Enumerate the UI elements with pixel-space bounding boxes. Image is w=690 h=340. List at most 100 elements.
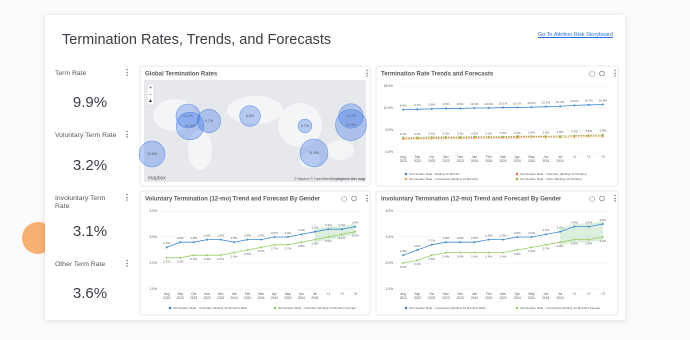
kebab[interactable]: ⋮ bbox=[123, 68, 131, 77]
zoom-button[interactable]: − bbox=[149, 93, 153, 99]
legend-swatch bbox=[273, 306, 277, 310]
kpi-value: 9.9% bbox=[72, 94, 108, 111]
x-tick-label: Feb 2024 bbox=[485, 292, 492, 300]
map-bubble bbox=[297, 118, 313, 134]
kebab[interactable]: ⋮ bbox=[123, 259, 131, 268]
data-point bbox=[473, 135, 476, 138]
data-point bbox=[416, 108, 419, 111]
legend-swatch bbox=[515, 177, 519, 181]
land bbox=[227, 96, 283, 124]
x-tick-part: Dec bbox=[218, 292, 224, 296]
data-point bbox=[430, 136, 433, 139]
data-label: 2.8% bbox=[190, 236, 197, 240]
x-tick-part: 2023 bbox=[442, 296, 449, 300]
data-label: 10.4% bbox=[556, 100, 565, 104]
data-point bbox=[516, 136, 519, 139]
kebab[interactable]: ⋮ bbox=[611, 69, 619, 78]
map-improve[interactable]: Improve this map bbox=[337, 177, 365, 181]
legend-label[interactable]: Termination Rate - Rolling 12 Months bbox=[409, 172, 460, 176]
x-tick-part: Jul bbox=[313, 292, 317, 296]
kebab[interactable]: ⋮ bbox=[123, 130, 131, 139]
data-label: 3.8% bbox=[585, 129, 592, 133]
bulb-icon[interactable] bbox=[599, 70, 605, 77]
x-tick-label: May 2024 bbox=[528, 155, 535, 163]
data-label: 2.9% bbox=[217, 233, 224, 237]
bulb-icon[interactable] bbox=[599, 195, 605, 202]
data-point bbox=[286, 243, 289, 246]
data-point bbox=[416, 136, 419, 139]
x-tick-part: Mar bbox=[500, 292, 506, 296]
data-point bbox=[601, 236, 604, 238]
info-icon[interactable] bbox=[341, 196, 347, 202]
data-point bbox=[233, 251, 236, 254]
x-tick-label: Dec 2023 bbox=[457, 155, 464, 163]
legend-label[interactable]: Termination Rate - Other (Rolling 12 Mon… bbox=[520, 177, 582, 181]
data-label: 10.0% bbox=[484, 102, 493, 106]
data-label: 2.3% bbox=[400, 249, 407, 253]
bulb-icon[interactable] bbox=[351, 195, 357, 202]
x-tick-part: 2023 bbox=[414, 296, 421, 300]
data-label: 3.5% bbox=[528, 130, 535, 134]
info-icon[interactable] bbox=[589, 71, 595, 77]
land bbox=[326, 140, 354, 160]
y-tick-label: 0.0% bbox=[385, 150, 393, 154]
data-label: 2.8% bbox=[177, 236, 184, 240]
x-tick-part: 2024 bbox=[471, 159, 478, 163]
x-tick-label: +2 bbox=[340, 292, 344, 296]
data-label: 2.6% bbox=[163, 241, 170, 245]
legend-label[interactable]: Termination Rate - Voluntary (Rolling 12… bbox=[173, 306, 248, 310]
data-label: 2.9% bbox=[204, 233, 211, 237]
legend-label[interactable]: Termination Rate - Involuntary (Rolling … bbox=[520, 306, 600, 310]
legend-label[interactable]: Termination Rate - Voluntary (Rolling 12… bbox=[520, 172, 587, 176]
data-point bbox=[192, 254, 195, 257]
x-tick-part: Oct bbox=[429, 155, 434, 159]
data-label: 9.6% bbox=[400, 104, 407, 108]
data-point bbox=[273, 243, 276, 246]
storyboard-link[interactable]: Go To Attrition Risk Storyboard bbox=[537, 32, 613, 38]
legend-swatch bbox=[404, 306, 408, 310]
x-tick-part: 2024 bbox=[485, 296, 492, 300]
data-point bbox=[416, 259, 419, 262]
data-point bbox=[206, 238, 209, 241]
data-label: 3.2% bbox=[557, 226, 564, 230]
x-tick-label: +3 bbox=[601, 155, 605, 159]
x-tick-part: Dec bbox=[457, 155, 463, 159]
kebab[interactable]: ⋮ bbox=[363, 194, 371, 203]
data-label: 3.1% bbox=[338, 236, 345, 240]
data-label: 3.2% bbox=[428, 132, 435, 136]
data-point bbox=[587, 238, 590, 241]
legend-label[interactable]: Termination Rate - Voluntary (Rolling 12… bbox=[278, 306, 356, 310]
zoom-button[interactable]: + bbox=[149, 86, 153, 92]
x-tick-part: 2024 bbox=[557, 296, 564, 300]
map-bubble bbox=[299, 138, 329, 168]
legend-label[interactable]: Termination Rate - Involuntary (Rolling … bbox=[409, 306, 486, 310]
data-label: 2.9% bbox=[244, 233, 251, 237]
x-tick-part: 2023 bbox=[428, 159, 435, 163]
kebab[interactable]: ⋮ bbox=[611, 194, 619, 203]
x-tick-part: Oct bbox=[191, 292, 196, 296]
kebab[interactable]: ⋮ bbox=[363, 69, 371, 78]
data-point bbox=[402, 254, 405, 257]
data-point bbox=[340, 228, 343, 231]
map-attribution: © Mapbox © OpenStreetMap bbox=[294, 177, 338, 181]
data-point bbox=[530, 135, 533, 138]
x-tick-part: 2024 bbox=[499, 296, 506, 300]
data-point bbox=[459, 241, 462, 244]
x-tick-part: Dec bbox=[457, 292, 463, 296]
data-point bbox=[354, 225, 357, 228]
data-point bbox=[286, 236, 289, 238]
data-label: 2.9% bbox=[585, 241, 592, 245]
x-tick-part: Feb bbox=[245, 292, 251, 296]
data-label: 2.2% bbox=[163, 260, 170, 264]
data-point bbox=[444, 136, 447, 139]
kebab[interactable]: ⋮ bbox=[123, 193, 131, 202]
x-tick-part: 2023 bbox=[177, 296, 184, 300]
x-tick-part: Aug bbox=[400, 292, 406, 296]
info-icon[interactable] bbox=[589, 196, 595, 202]
panel-title: Termination Rate Trends and Forecasts bbox=[381, 72, 494, 78]
data-point bbox=[573, 238, 576, 241]
x-tick-label: +2 bbox=[587, 155, 591, 159]
data-label: 9.9% bbox=[443, 102, 450, 106]
legend-label[interactable]: Termination Rate - Involuntary (Rolling … bbox=[409, 177, 478, 181]
x-tick-label: Nov 2023 bbox=[442, 155, 449, 163]
